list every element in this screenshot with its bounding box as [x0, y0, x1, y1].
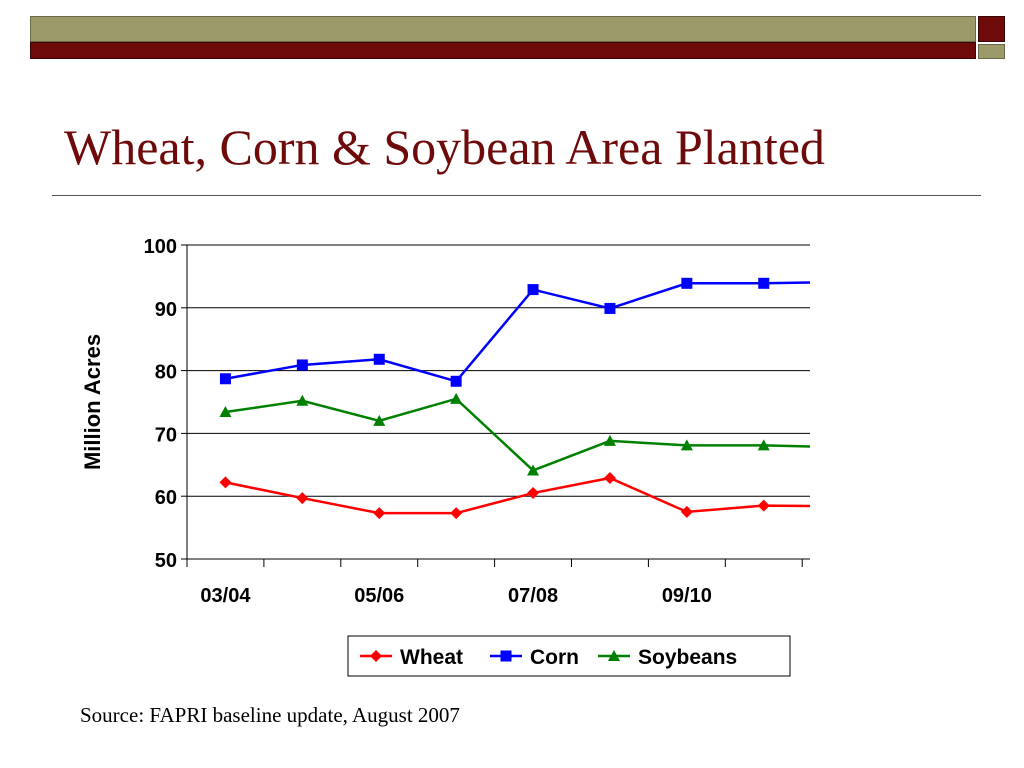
- data-point-wheat: [296, 492, 309, 505]
- series-line-wheat: [225, 476, 810, 515]
- legend-label-soybeans: Soybeans: [638, 646, 737, 669]
- banner-olive-square: [978, 44, 1005, 59]
- data-point-soybeans: [603, 434, 616, 446]
- data-point-wheat: [680, 505, 693, 518]
- legend-label-wheat: Wheat: [400, 646, 463, 669]
- legend: [347, 635, 791, 677]
- data-point-soybeans: [680, 439, 693, 451]
- y-axis-label: Million Acres: [80, 334, 105, 470]
- banner-maroon-square: [978, 16, 1005, 42]
- data-point-wheat: [757, 499, 770, 512]
- data-point-soybeans: [373, 414, 386, 426]
- data-point-corn: [373, 353, 385, 365]
- series-line-soybeans: [225, 397, 810, 472]
- data-point-wheat: [373, 507, 386, 520]
- data-point-corn: [758, 277, 770, 289]
- data-point-corn: [681, 277, 693, 289]
- data-point-corn: [604, 302, 616, 314]
- data-point-corn: [219, 373, 231, 385]
- x-tick-label: 07/08: [508, 585, 558, 607]
- banner-maroon-bar: [30, 42, 976, 59]
- source-note: Source: FAPRI baseline update, August 20…: [80, 703, 460, 727]
- line-chart: 506070809010003/0405/0607/0809/1011/12Mi…: [80, 236, 810, 677]
- title-divider: [52, 195, 981, 196]
- x-tick-label: 05/06: [354, 585, 404, 607]
- data-point-soybeans: [757, 439, 770, 451]
- y-tick-label: 90: [155, 299, 177, 321]
- series-line-corn: [225, 281, 810, 383]
- y-tick-label: 100: [144, 236, 177, 258]
- data-point-soybeans: [450, 392, 463, 404]
- legend-marker-wheat: [370, 650, 382, 662]
- data-point-wheat: [527, 487, 540, 500]
- data-point-soybeans: [296, 394, 309, 406]
- x-tick-label: 09/10: [662, 585, 712, 607]
- data-point-corn: [527, 284, 539, 296]
- data-point-wheat: [603, 471, 616, 484]
- data-point-soybeans: [527, 464, 540, 476]
- data-point-soybeans: [219, 406, 232, 418]
- y-tick-label: 60: [155, 487, 177, 509]
- legend-marker-soybeans: [608, 650, 620, 661]
- legend-label-corn: Corn: [530, 646, 579, 669]
- legend-marker-corn: [500, 650, 512, 662]
- y-tick-label: 50: [155, 550, 177, 572]
- data-point-wheat: [450, 507, 463, 520]
- plot-area: [186, 244, 810, 560]
- x-tick-label: 03/04: [200, 585, 251, 607]
- data-point-corn: [296, 359, 308, 371]
- slide-title: Wheat, Corn & Soybean Area Planted: [64, 119, 825, 175]
- banner-olive-bar: [30, 16, 976, 42]
- data-point-wheat: [219, 476, 232, 489]
- y-tick-label: 80: [155, 362, 177, 384]
- data-point-corn: [450, 375, 462, 387]
- header-banner: [30, 16, 1005, 59]
- y-tick-label: 70: [155, 424, 177, 446]
